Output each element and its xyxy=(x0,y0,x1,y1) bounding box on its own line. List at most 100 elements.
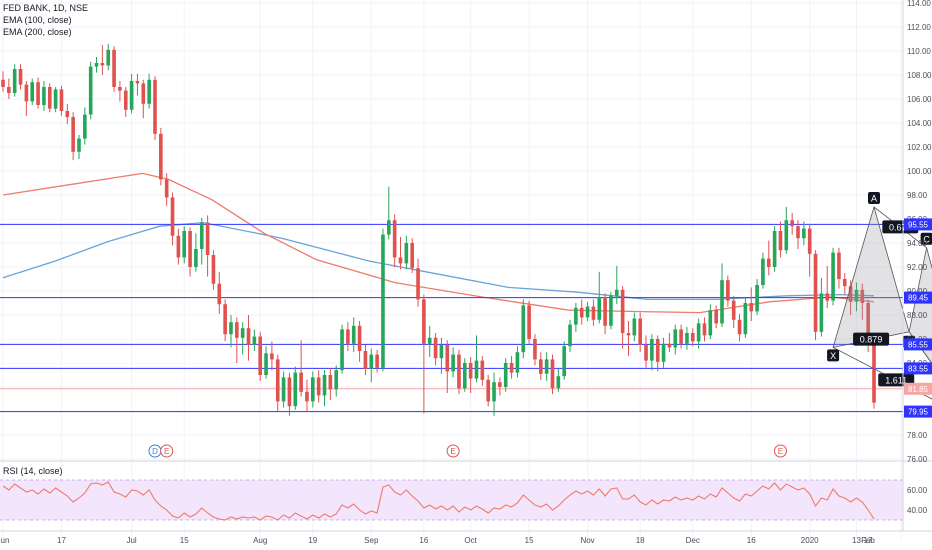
candle-body xyxy=(609,295,613,326)
candle-body xyxy=(568,324,572,347)
candle xyxy=(164,173,169,206)
candle xyxy=(772,226,777,272)
candle xyxy=(585,301,590,321)
candle xyxy=(737,313,742,342)
candle-body xyxy=(778,231,783,251)
candle xyxy=(603,293,607,335)
rsi-tick-label: 60.00 xyxy=(907,486,928,495)
candle xyxy=(802,221,806,246)
candle xyxy=(281,371,286,408)
candle xyxy=(837,247,841,289)
y-tick-label: 98.00 xyxy=(907,191,928,200)
candle xyxy=(270,341,274,371)
candle-body xyxy=(129,81,134,110)
candle-body xyxy=(217,283,222,305)
candle-body xyxy=(451,354,455,372)
candle-body xyxy=(562,346,566,377)
candle xyxy=(246,315,251,361)
candle-body xyxy=(486,379,491,402)
y-tick-label: 114.00 xyxy=(907,0,931,8)
y-tick-label: 76.00 xyxy=(907,455,928,464)
candle xyxy=(334,365,339,397)
candle xyxy=(24,81,29,116)
candle xyxy=(59,85,64,116)
candle xyxy=(311,371,315,408)
candle-body xyxy=(293,372,298,407)
pattern-point-label: A xyxy=(871,194,877,204)
candle xyxy=(813,250,818,341)
candle xyxy=(42,81,46,111)
candle-body xyxy=(410,243,415,269)
level-tag-label: 79.95 xyxy=(908,408,929,417)
candle xyxy=(632,312,637,342)
candle-body xyxy=(340,329,344,371)
candle-body xyxy=(574,307,578,325)
rsi-legend: RSI (14, close) xyxy=(3,466,63,476)
ratio-label: 0.674 xyxy=(889,222,912,232)
candle xyxy=(690,328,695,347)
candle xyxy=(661,337,666,368)
candle-body xyxy=(1,79,5,87)
level-tag-label: 95.55 xyxy=(908,220,929,229)
candle xyxy=(404,235,409,270)
candle-body xyxy=(644,345,648,361)
candle-body xyxy=(761,258,765,285)
ema100-legend: EMA (100, close) xyxy=(3,15,72,25)
candle-body xyxy=(7,87,11,93)
price-grid xyxy=(0,0,903,540)
candle-body xyxy=(12,69,17,93)
candle-body xyxy=(211,255,216,284)
candle xyxy=(340,324,344,374)
candle xyxy=(240,322,245,355)
candle-body xyxy=(235,322,239,338)
y-tick-label: 94.00 xyxy=(907,239,928,248)
candle-body xyxy=(194,249,198,267)
candle-body xyxy=(147,79,151,104)
candle xyxy=(568,319,572,353)
candle xyxy=(533,334,537,366)
candle-body xyxy=(638,318,642,345)
candle-body xyxy=(252,336,257,345)
candle xyxy=(644,335,648,368)
candle-body xyxy=(118,87,122,91)
candle-body xyxy=(737,319,742,335)
y-tick-label: 88.00 xyxy=(907,311,928,320)
candle-body xyxy=(690,333,695,342)
candle xyxy=(7,78,11,99)
y-tick-label: 110.00 xyxy=(907,47,931,56)
event-marker xyxy=(773,444,787,458)
event-marker-label: E xyxy=(164,447,169,456)
candle xyxy=(88,61,93,120)
candle-body xyxy=(159,133,163,180)
rsi-pane xyxy=(0,460,932,532)
x-tick-label: 13 xyxy=(852,536,861,545)
candle-body xyxy=(322,375,327,396)
event-marker xyxy=(160,444,174,458)
candle-body xyxy=(667,343,672,348)
candle-body xyxy=(813,253,818,332)
candle-body xyxy=(743,303,748,335)
candle-body xyxy=(281,377,286,402)
y-tick-label: 90.00 xyxy=(907,287,928,296)
candle xyxy=(597,271,602,324)
candle xyxy=(188,227,192,277)
candle xyxy=(386,186,391,240)
candle xyxy=(357,321,362,362)
candle-body xyxy=(404,243,409,264)
candle-body xyxy=(766,258,771,267)
candle xyxy=(205,215,210,277)
candle xyxy=(579,299,584,325)
candle-body xyxy=(65,111,70,117)
candle xyxy=(381,228,385,372)
candle xyxy=(375,349,379,373)
candle-body xyxy=(229,322,233,335)
candle-body xyxy=(439,345,444,359)
candle xyxy=(293,366,298,410)
candle-body xyxy=(825,293,830,301)
last-price-tag xyxy=(904,382,932,395)
candle xyxy=(638,312,642,353)
candle-body xyxy=(123,90,128,110)
candle xyxy=(77,135,81,159)
candle xyxy=(720,263,724,327)
